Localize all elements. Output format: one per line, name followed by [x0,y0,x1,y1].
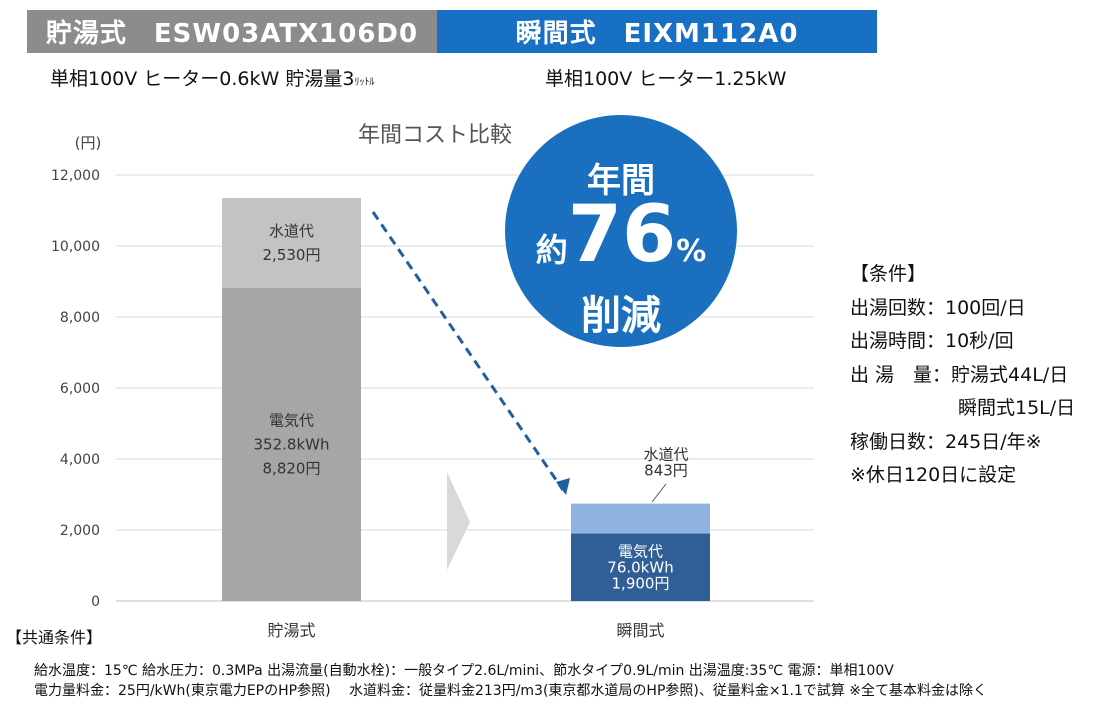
bar-segment-label: 電気代 [269,411,314,429]
condition-row: 出湯回数：100回/日 [850,296,1026,319]
left-spec-text: 単相100V ヒーター0.6kW 貯湯量3 [50,68,355,90]
bar-segment-label: 電気代 [618,542,663,560]
y-tick-label: 4,000 [60,452,100,468]
y-tick-label: 12,000 [51,168,100,184]
water-label-leader [651,483,667,503]
condition-row: 稼働日数：245日/年※ [850,430,1042,453]
bar-segment-label: 76.0kWh [607,558,673,576]
y-tick-label: 8,000 [60,310,100,326]
category-labels: 貯湯式 瞬間式 [267,621,664,640]
conditions-title: 【条件】 [850,263,927,285]
x-category-label: 瞬間式 [616,621,664,640]
left-model-header: 貯湯式 ESW03ATX106D0 [27,10,437,53]
chart-title: 年間コスト比較 [358,123,512,148]
bar-segment-label: 1,900円 [612,574,670,592]
left-spec-unit: ﾘｯﾄﾙ [354,77,375,88]
reduction-badge: 年間 約76% 削減 [505,115,737,347]
electricity-bar-segment [222,287,361,601]
bars [222,198,710,601]
y-tick-label: 10,000 [51,239,100,255]
bar-segment-label: 8,820円 [263,459,321,477]
right-spec: 単相100V ヒーター1.25kW [545,68,787,90]
badge-line2: 約76% [505,195,737,275]
badge-line1: 年間 [587,161,655,201]
bar-segment-label: 2,530円 [263,246,321,264]
y-tick-label: 6,000 [60,381,100,397]
common-conditions-title: 【共通条件】 [6,628,103,647]
bar-segment-label: 水道代 [643,446,688,464]
bar-segment-label: 843円 [644,462,688,480]
water-bar-segment [222,198,361,288]
left-spec: 単相100V ヒーター0.6kW 貯湯量3ﾘｯﾄﾙ [50,64,374,91]
conditions-panel: 【条件】 出湯回数：100回/日 出湯時間：10秒/回 出 湯 量：貯湯式44L… [850,258,1075,493]
condition-row: 出湯時間：10秒/回 [850,330,1014,352]
condition-row: 瞬間式15L/日 [958,397,1076,419]
common-conditions-line: 電力量料金：25円/kWh(東京電力EPのHP参照) 水道料金：従量料金213円… [34,683,988,699]
y-axis-unit: (円) [75,134,102,152]
y-tick-labels: 0 2,000 4,000 6,000 8,000 10,000 12,000 [51,168,100,610]
arrow-chevron-icon [447,472,470,570]
bar-labels: 電気代352.8kWh8,820円水道代2,530円電気代76.0kWh1,90… [254,222,689,592]
right-model-header: 瞬間式 EIXM112A0 [437,10,877,53]
condition-row: ※休日120日に設定 [850,464,1017,486]
water-bar-segment [571,503,710,534]
reduction-arrow-line [371,211,565,491]
reduction-arrow-head-icon [556,478,570,495]
x-category-label: 貯湯式 [267,621,315,640]
badge-prefix: 約 [535,231,568,269]
badge-line3: 削減 [581,293,661,339]
condition-row: 出 湯 量：貯湯式44L/日 [850,363,1069,386]
y-tick-label: 0 [91,594,100,610]
electricity-bar-segment [571,533,710,601]
common-conditions-line: 給水温度：15℃ 給水圧力：0.3MPa 出湯流量(自動水栓)：一般タイプ2.6… [34,663,894,679]
badge-number: 76 [567,190,677,280]
bar-segment-label: 水道代 [269,222,314,240]
y-tick-label: 2,000 [60,523,100,539]
badge-percent: % [676,234,707,269]
bar-segment-label: 352.8kWh [254,435,330,453]
